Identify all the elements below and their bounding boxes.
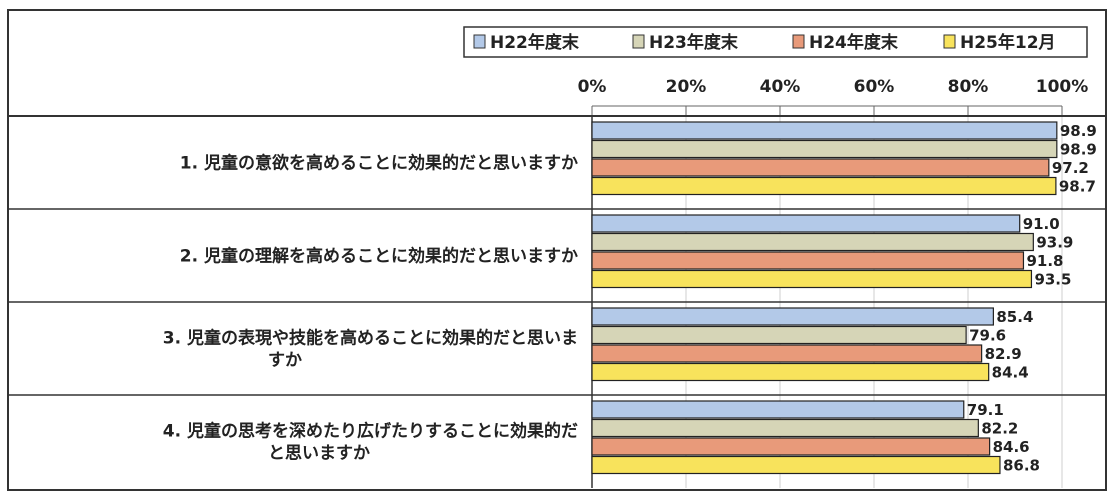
- x-tick-label: 60%: [854, 77, 895, 97]
- bar: [591, 400, 965, 419]
- legend-label: H23年度末: [649, 32, 739, 53]
- bar: [591, 344, 983, 363]
- bars: [591, 121, 1058, 475]
- category-label: 4. 児童の思考を深めたり広げたりすることに効果的だ: [163, 421, 578, 442]
- bar: [591, 307, 994, 326]
- x-tick-label: 100%: [1036, 77, 1089, 97]
- category-label: 3. 児童の表現や技能を高めることに効果的だと思いま: [163, 328, 578, 349]
- value-label: 79.6: [969, 327, 1006, 345]
- bar: [591, 158, 1050, 177]
- x-tick-label: 20%: [666, 77, 707, 97]
- bar: [591, 232, 1034, 252]
- category-label: すか: [268, 351, 302, 371]
- value-label: 79.1: [967, 401, 1004, 419]
- bar: [591, 418, 979, 438]
- value-label: 86.8: [1003, 457, 1040, 475]
- legend-swatch: [792, 34, 805, 49]
- value-label: 82.2: [981, 420, 1018, 438]
- bar: [591, 455, 1001, 475]
- value-label: 85.4: [996, 308, 1033, 326]
- x-axis-ticks: 0% 20% 40% 60% 80% 100%: [578, 77, 1089, 116]
- legend-swatch: [632, 34, 645, 49]
- value-label: 82.9: [985, 345, 1022, 363]
- legend-swatch: [473, 34, 486, 49]
- bar: [591, 269, 1033, 289]
- value-labels: 98.998.997.298.791.093.991.893.585.479.6…: [967, 122, 1097, 475]
- bar: [591, 214, 1021, 233]
- value-label: 98.9: [1060, 141, 1097, 159]
- category-rows: 1. 児童の意欲を高めることに効果的だと思いますか 2. 児童の理解を高めることに…: [8, 115, 1106, 464]
- category-label: 2. 児童の理解を高めることに効果的だと思いますか: [180, 246, 578, 267]
- bar: [591, 121, 1058, 140]
- value-label: 97.2: [1052, 159, 1089, 177]
- value-label: 98.7: [1059, 178, 1096, 196]
- value-label: 91.0: [1023, 215, 1060, 233]
- bar: [591, 176, 1057, 196]
- bar: [591, 362, 990, 382]
- bar: [591, 251, 1025, 270]
- x-tick-label: 40%: [760, 77, 801, 97]
- value-label: 84.4: [992, 364, 1029, 382]
- value-label: 93.5: [1034, 271, 1071, 289]
- legend-label: H25年12月: [960, 32, 1056, 53]
- bar: [591, 139, 1058, 159]
- bar: [591, 437, 991, 456]
- legend: H22年度末 H23年度末 H24年度末 H25年12月: [463, 26, 1088, 58]
- legend-swatch: [943, 34, 956, 49]
- legend-box: [463, 26, 1088, 58]
- category-label: 1. 児童の意欲を高めることに効果的だと思いますか: [180, 153, 578, 174]
- value-label: 91.8: [1026, 252, 1063, 270]
- bar: [591, 325, 967, 345]
- category-label: と思いますか: [268, 444, 370, 464]
- x-tick-label: 80%: [948, 77, 989, 97]
- value-label: 84.6: [993, 438, 1030, 456]
- legend-label: H24年度末: [809, 32, 899, 53]
- legend-label: H22年度末: [490, 32, 580, 53]
- value-label: 98.9: [1060, 122, 1097, 140]
- value-label: 93.9: [1036, 234, 1073, 252]
- x-tick-label: 0%: [578, 77, 607, 97]
